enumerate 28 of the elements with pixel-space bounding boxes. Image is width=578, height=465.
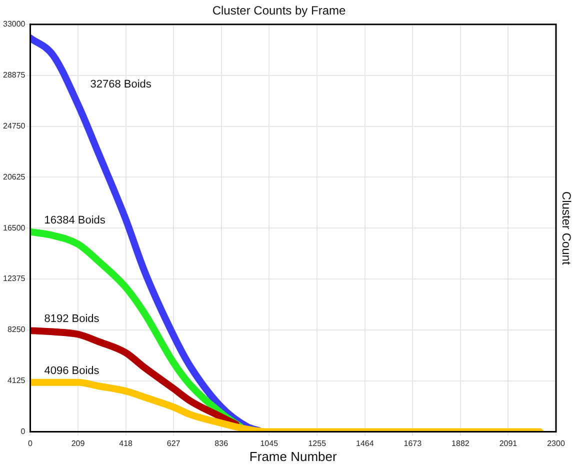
y-tick-label: 12375	[2, 274, 26, 284]
y-tick-label: 20625	[2, 172, 26, 182]
x-axis-title: Frame Number	[249, 448, 338, 464]
y-tick-label: 28875	[2, 70, 26, 80]
x-tick-label: 0	[28, 438, 34, 448]
x-tick-label: 627	[166, 438, 181, 448]
x-tick-label: 1673	[404, 438, 422, 448]
x-tick-label: 2300	[547, 438, 566, 448]
series-label: 8192 Boids	[44, 313, 100, 326]
y-tick-label: 16500	[2, 223, 26, 232]
series-label: 32768 Boids	[90, 78, 152, 91]
x-tick-label: 418	[119, 438, 134, 448]
y-tick-label: 24750	[2, 121, 26, 130]
y-tick-label: 8250	[7, 325, 26, 334]
x-tick-label: 1255	[308, 438, 327, 448]
x-tick-label: 2091	[499, 438, 518, 448]
x-tick-label: 1464	[356, 438, 374, 448]
series-label: 4096 Boids	[44, 364, 100, 377]
x-tick-label: 836	[214, 438, 229, 448]
x-tick-label: 209	[71, 438, 86, 448]
y-axis-title: Cluster Count	[560, 191, 574, 266]
x-tick-label: 1045	[260, 438, 279, 448]
series-label: 16384 Boids	[44, 214, 106, 226]
chart-title: Cluster Counts by Frame	[212, 4, 346, 18]
y-tick-label: 4125	[7, 376, 26, 386]
y-tick-label: 33000	[2, 20, 26, 29]
y-tick-label: 0	[20, 427, 26, 436]
x-tick-label: 1882	[452, 438, 470, 448]
